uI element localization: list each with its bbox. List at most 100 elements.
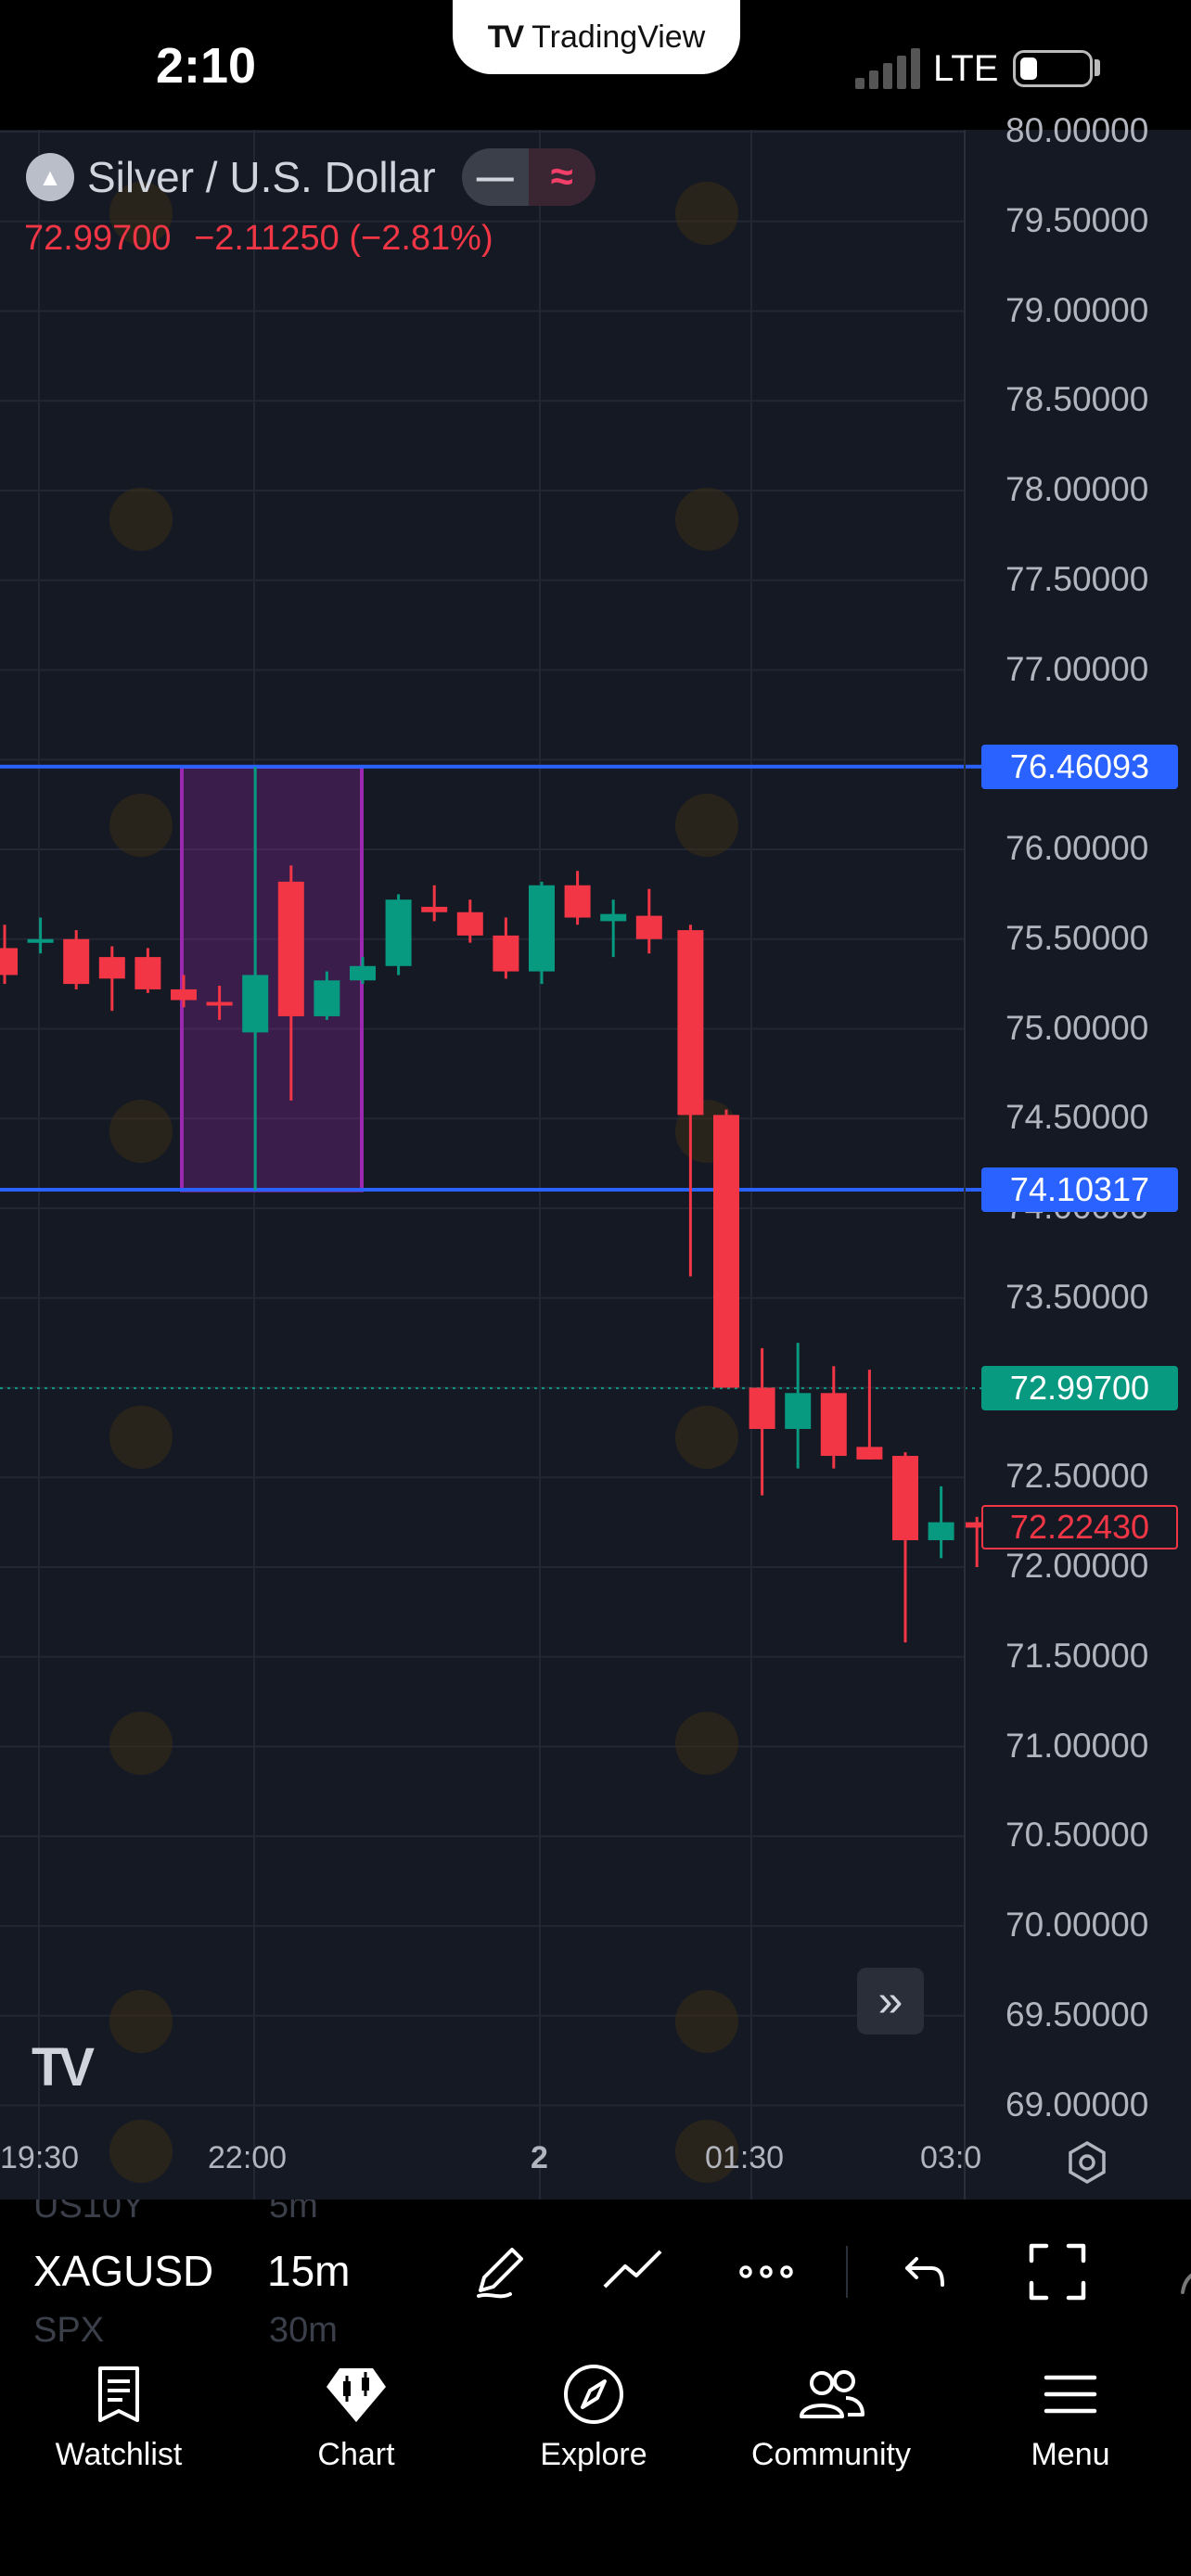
candle-body <box>749 1387 775 1430</box>
candle-body <box>134 957 161 989</box>
wikifx-watermark-icon <box>675 182 738 245</box>
candle <box>242 766 269 1191</box>
time-axis-label: 22:00 <box>208 2140 288 2175</box>
candle-body <box>350 965 376 981</box>
chart-canvas[interactable] <box>0 130 1191 2200</box>
symbol-selector[interactable]: XAGUSD <box>33 2247 214 2295</box>
symbol-name[interactable]: Silver / U.S. Dollar <box>87 153 436 201</box>
trendline-icon[interactable] <box>599 2238 666 2305</box>
interval-selector[interactable]: 15m <box>267 2247 351 2295</box>
wave-icon[interactable]: ≈ <box>528 148 596 206</box>
tab-community[interactable]: Community <box>729 2361 933 2473</box>
price-tag[interactable]: 72.22430 <box>981 1504 1178 1549</box>
app-pill-label: TradingView <box>531 19 706 55</box>
tab-label: Menu <box>1031 2437 1110 2472</box>
wikifx-watermark-icon <box>109 182 173 245</box>
watchlist-icon <box>98 2366 139 2422</box>
price-axis-label: 69.00000 <box>1005 2085 1149 2123</box>
pencil-icon[interactable] <box>467 2238 534 2305</box>
tradingview-watermark-icon[interactable]: TV <box>32 2037 95 2098</box>
price-axis-label: 79.50000 <box>1005 200 1149 239</box>
wikifx-watermark-icon <box>109 1712 173 1775</box>
candle-body <box>0 948 18 976</box>
app-pill[interactable]: TV TradingView <box>453 0 740 74</box>
candle <box>456 899 483 943</box>
price-axis-label: 77.00000 <box>1005 649 1149 688</box>
candle-body <box>206 1001 233 1006</box>
candle-body <box>820 1393 847 1457</box>
candle <box>820 1366 847 1469</box>
candle-body <box>277 881 304 1016</box>
candle <box>564 871 591 925</box>
price-tag[interactable]: 76.46093 <box>981 744 1178 789</box>
legend-change: −2.11250 (−2.81%) <box>194 219 493 258</box>
legend-toggle-pill[interactable]: — ≈ <box>461 148 596 206</box>
wikifx-watermark-icon <box>109 794 173 857</box>
wikifx-watermark-icon <box>675 1406 738 1469</box>
chart-icon <box>327 2368 386 2422</box>
candle <box>964 1516 991 1567</box>
ghost-interval-below: 30m <box>269 2311 338 2346</box>
wikifx-watermark-icon <box>675 794 738 857</box>
tab-label: Explore <box>540 2437 647 2472</box>
candle <box>206 986 233 1020</box>
scroll-to-realtime-button[interactable]: » <box>857 1968 924 2034</box>
minus-icon[interactable]: — <box>461 148 529 206</box>
price-tag[interactable]: 74.10317 <box>981 1167 1178 1213</box>
tab-explore[interactable]: Explore <box>492 2361 696 2473</box>
battery-icon <box>1013 50 1093 87</box>
battery-tip <box>1095 59 1100 76</box>
ghost-symbol-below: SPX <box>33 2311 105 2346</box>
tab-watchlist[interactable]: Watchlist <box>17 2361 221 2473</box>
candle-body <box>314 980 340 1016</box>
chart-area[interactable] <box>0 130 1191 2200</box>
candle-body <box>892 1456 918 1540</box>
candle <box>385 894 412 976</box>
price-axis-label: 70.00000 <box>1005 1906 1149 1944</box>
wikifx-watermark-icon <box>675 2120 738 2183</box>
candle <box>421 885 448 922</box>
tab-chart[interactable]: Chart <box>254 2361 458 2473</box>
candle-body <box>785 1393 812 1430</box>
price-tag[interactable]: 72.99700 <box>981 1366 1178 1411</box>
candle <box>713 1109 739 1388</box>
wikifx-watermark-icon <box>675 488 738 551</box>
candle <box>529 881 555 985</box>
undo-icon[interactable] <box>890 2238 957 2305</box>
candle <box>63 930 90 989</box>
silver-coin-icon: ▲ <box>26 153 74 201</box>
candle-body <box>63 938 90 985</box>
ghost-symbol-above: US10Y <box>33 2200 146 2225</box>
candle-body <box>635 915 662 939</box>
candle <box>0 925 18 985</box>
tab-menu[interactable]: Menu <box>968 2361 1172 2473</box>
tradingview-logo-icon: TV <box>487 19 525 55</box>
legend-last-price: 72.99700 <box>24 219 172 258</box>
rectangle-drawing <box>180 764 364 1192</box>
chart-toolbar: US10Y 5m SPX 30m <box>0 2200 1191 2346</box>
candle-body <box>27 938 54 943</box>
settings-icon[interactable] <box>1065 2140 1109 2185</box>
chart-legend[interactable]: ▲ Silver / U.S. Dollar — ≈ <box>26 148 596 206</box>
network-label: LTE <box>933 48 999 89</box>
compass-icon <box>564 2365 623 2424</box>
more-icon[interactable] <box>733 2238 800 2305</box>
partial-tool-icon[interactable] <box>1159 2238 1191 2305</box>
price-axis-label: 78.00000 <box>1005 470 1149 508</box>
candle-body <box>421 906 448 912</box>
menu-icon <box>1044 2375 1097 2414</box>
legend-values: 72.99700 −2.11250 (−2.81%) <box>24 219 493 259</box>
wikifx-watermark-icon <box>109 1100 173 1163</box>
candle-body <box>677 930 704 1116</box>
wikifx-watermark-icon <box>109 1990 173 2053</box>
wikifx-watermark-icon <box>675 1712 738 1775</box>
time-axis-label: 19:30 <box>0 2140 80 2175</box>
candle <box>600 899 627 958</box>
wikifx-watermark-icon <box>109 1406 173 1469</box>
candle <box>350 957 376 985</box>
candles <box>0 766 991 1643</box>
time-axis-label: 2 <box>531 2140 548 2175</box>
time-axis-label: 03:0 <box>920 2140 982 2175</box>
price-axis-label: 71.50000 <box>1005 1636 1149 1675</box>
fullscreen-icon[interactable] <box>1024 2238 1091 2305</box>
